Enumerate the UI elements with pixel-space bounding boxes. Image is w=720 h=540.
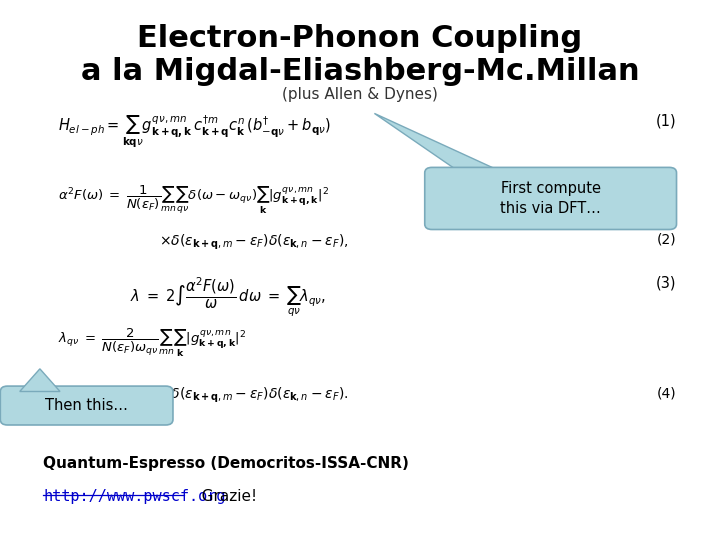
Text: Quantum-Espresso (Democritos-ISSA-CNR): Quantum-Espresso (Democritos-ISSA-CNR) xyxy=(43,456,410,471)
Text: Electron-Phonon Coupling: Electron-Phonon Coupling xyxy=(138,24,582,53)
Text: $\times \delta(\varepsilon_{\mathbf{k+q},m} - \varepsilon_F)\delta(\varepsilon_{: $\times \delta(\varepsilon_{\mathbf{k+q}… xyxy=(158,232,348,252)
Polygon shape xyxy=(374,113,504,173)
Text: a la Migdal-Eliashberg-Mc.Millan: a la Migdal-Eliashberg-Mc.Millan xyxy=(81,57,639,86)
Text: (2): (2) xyxy=(657,232,677,246)
Text: (1): (1) xyxy=(656,113,677,129)
Text: http://www.pwscf.org: http://www.pwscf.org xyxy=(43,489,226,504)
Text: Then this…: Then this… xyxy=(45,398,128,413)
Text: (3): (3) xyxy=(656,275,677,291)
Text: Grazie!: Grazie! xyxy=(187,489,257,504)
FancyBboxPatch shape xyxy=(425,167,677,230)
Text: $\alpha^2 F(\omega)\; =\; \dfrac{1}{N(\varepsilon_F)} \sum_{mn}\sum_{q\nu} \delt: $\alpha^2 F(\omega)\; =\; \dfrac{1}{N(\v… xyxy=(58,184,329,215)
Text: (plus Allen & Dynes): (plus Allen & Dynes) xyxy=(282,87,438,103)
Text: (4): (4) xyxy=(657,386,677,400)
Text: First compute
this via DFT…: First compute this via DFT… xyxy=(500,181,601,216)
FancyBboxPatch shape xyxy=(0,386,173,425)
Text: $\times \delta(\varepsilon_{\mathbf{k+q},m} - \varepsilon_F)\delta(\varepsilon_{: $\times \delta(\varepsilon_{\mathbf{k+q}… xyxy=(158,386,348,406)
Text: $\lambda_{q\nu}\; =\; \dfrac{2}{N(\varepsilon_F)\omega_{q\nu}} \sum_{mn}\sum_{\m: $\lambda_{q\nu}\; =\; \dfrac{2}{N(\varep… xyxy=(58,327,246,359)
Polygon shape xyxy=(19,369,60,392)
Text: $H_{el-ph} = \sum_{\mathbf{kq}\nu} g_{\mathbf{k+q,k}}^{q\nu,mn}\, c_{\mathbf{k+q: $H_{el-ph} = \sum_{\mathbf{kq}\nu} g_{\m… xyxy=(58,113,330,150)
Text: $\lambda\; =\; 2\int \dfrac{\alpha^2 F(\omega)}{\omega}\, d\omega \;=\; \sum_{q\: $\lambda\; =\; 2\int \dfrac{\alpha^2 F(\… xyxy=(130,275,326,319)
